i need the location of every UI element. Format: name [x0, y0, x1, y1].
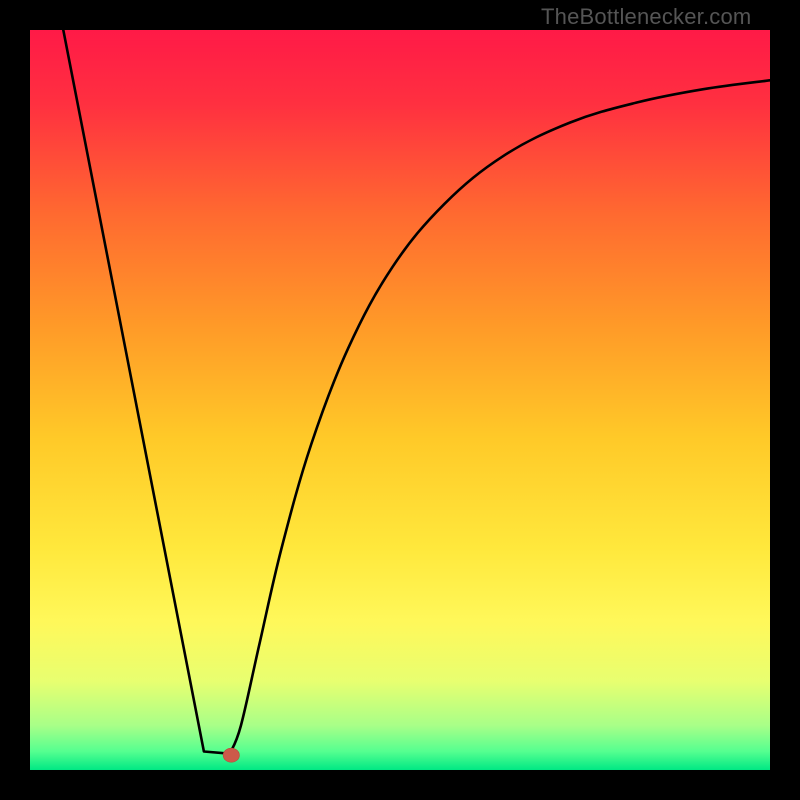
- chart-svg: [0, 0, 800, 800]
- watermark-text: TheBottlenecker.com: [541, 4, 751, 30]
- plot-area-gradient-rect: [30, 30, 770, 770]
- optimal-point-marker: [223, 748, 239, 762]
- chart-frame: [0, 0, 800, 800]
